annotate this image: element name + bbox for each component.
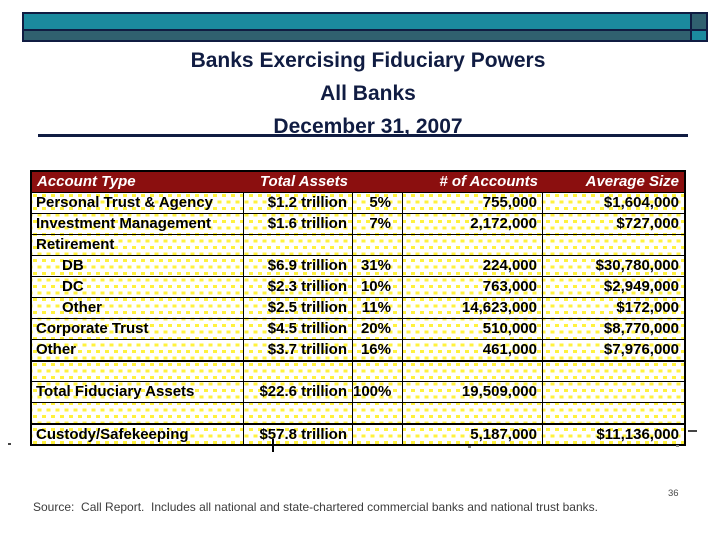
stray-dot-left [8, 443, 11, 445]
stray-dot-right [676, 445, 679, 447]
cell-account-type: DB [32, 256, 244, 276]
fiduciary-table: Account Type Total Assets # of Accounts … [30, 170, 686, 446]
table-row-personal-trust: Personal Trust & Agency $1.2 trillion 5%… [32, 192, 684, 213]
cell-num-accounts: 19,509,000 [403, 382, 543, 402]
cell-num-accounts: 2,172,000 [403, 214, 543, 234]
slide-title: Banks Exercising Fiduciary Powers All Ba… [16, 44, 720, 143]
cell-account-type [32, 403, 244, 423]
cell-num-accounts: 461,000 [403, 340, 543, 360]
cell-average-size [543, 235, 684, 255]
stray-tick-mark [272, 439, 274, 452]
table-row-investment-management: Investment Management $1.6 trillion 7% 2… [32, 213, 684, 234]
cell-percent: 100% [353, 382, 403, 402]
table-row-retirement-db: DB $6.9 trillion 31% 224,000 $30,780,000 [32, 255, 684, 276]
title-line-1: Banks Exercising Fiduciary Powers [190, 49, 546, 72]
stray-dash-mark [688, 430, 697, 432]
table-row-retirement: Retirement [32, 234, 684, 255]
slide-number: 36 [668, 488, 679, 499]
cell-percent: 31% [353, 256, 403, 276]
header-account-type: Account Type [37, 173, 136, 190]
banner-slate-square [692, 14, 706, 29]
banner-teal-square [692, 31, 706, 40]
cell-num-accounts: 224,000 [403, 256, 543, 276]
cell-num-accounts: 510,000 [403, 319, 543, 339]
title-underline [38, 134, 688, 137]
cell-average-size: $2,949,000 [603, 278, 679, 295]
cell-average-size [543, 382, 684, 402]
cell-num-accounts: 5,187,000 [403, 425, 543, 444]
cell-average-size: $8,770,000 [603, 320, 679, 337]
cell-total-assets: $6.9 trillion [244, 256, 353, 276]
cell-num-accounts: 14,623,000 [403, 298, 543, 318]
cell-average-size: $7,976,000 [603, 341, 679, 358]
source-note: Source: Call Report. Includes all nation… [33, 500, 598, 514]
cell-total-assets: $4.5 trillion [244, 319, 353, 339]
cell-percent: 5% [353, 193, 403, 213]
banner-slate-bar [24, 31, 690, 40]
cell-average-size: $11,136,000 [596, 426, 679, 443]
cell-account-type: Personal Trust & Agency [32, 193, 244, 213]
banner-teal-bar [24, 14, 690, 29]
cell-account-type: Other [32, 298, 244, 318]
header-num-accounts: # of Accounts [439, 173, 538, 190]
header-percent [353, 172, 403, 192]
cell-total-assets: $3.7 trillion [244, 340, 353, 360]
cell-account-type: Total Fiduciary Assets [32, 382, 244, 402]
cell-account-type [32, 362, 244, 381]
cell-account-type: Corporate Trust [32, 319, 244, 339]
cell-num-accounts: 763,000 [403, 277, 543, 297]
cell-percent [353, 403, 403, 423]
table-row-custody-safekeeping: Custody/Safekeeping $57.8 trillion 5,187… [32, 423, 684, 444]
cell-percent: 16% [353, 340, 403, 360]
cell-average-size: $1,604,000 [603, 194, 679, 211]
cell-percent: 7% [353, 214, 403, 234]
cell-total-assets: $1.6 trillion [244, 214, 353, 234]
cell-average-size: $172,000 [616, 299, 679, 316]
cell-total-assets: $2.3 trillion [244, 277, 353, 297]
table-row-retirement-other: Other $2.5 trillion 11% 14,623,000 $172,… [32, 297, 684, 318]
cell-total-assets [244, 362, 353, 381]
table-body: Personal Trust & Agency $1.2 trillion 5%… [32, 192, 684, 444]
title-line-2: All Banks [320, 82, 416, 105]
table-row-total-fiduciary-assets: Total Fiduciary Assets $22.6 trillion 10… [32, 381, 684, 402]
cell-total-assets: $22.6 trillion [244, 382, 353, 402]
table-row-other: Other $3.7 trillion 16% 461,000 $7,976,0… [32, 339, 684, 360]
cell-num-accounts: 755,000 [403, 193, 543, 213]
cell-percent: 10% [353, 277, 403, 297]
cell-account-type: Other [32, 340, 244, 360]
cell-percent [353, 235, 403, 255]
cell-average-size: $30,780,000 [595, 257, 679, 274]
cell-account-type: Investment Management [32, 214, 244, 234]
cell-total-assets: $57.8 trillion [244, 425, 353, 444]
cell-average-size [543, 362, 684, 381]
cell-account-type: Custody/Safekeeping [32, 425, 244, 444]
table-row-retirement-dc: DC $2.3 trillion 10% 763,000 $2,949,000 [32, 276, 684, 297]
cell-percent [353, 425, 403, 444]
table-row-spacer-2 [32, 402, 684, 423]
cell-account-type: DC [32, 277, 244, 297]
cell-num-accounts [403, 235, 543, 255]
title-line-3: December 31, 2007 [273, 115, 463, 138]
cell-num-accounts [403, 362, 543, 381]
cell-total-assets [244, 403, 353, 423]
cell-average-size [543, 403, 684, 423]
title-banner [22, 12, 708, 42]
cell-total-assets: $1.2 trillion [244, 193, 353, 213]
table-header-row: Account Type Total Assets # of Accounts … [32, 172, 684, 192]
cell-average-size: $727,000 [616, 215, 679, 232]
cell-percent: 11% [353, 298, 403, 318]
cell-percent: 20% [353, 319, 403, 339]
table-row-spacer-1 [32, 360, 684, 381]
header-average-size: Average Size [585, 173, 679, 190]
cell-total-assets: $2.5 trillion [244, 298, 353, 318]
cell-account-type: Retirement [32, 235, 244, 255]
cell-total-assets [244, 235, 353, 255]
cell-num-accounts [403, 403, 543, 423]
header-total-assets: Total Assets [259, 173, 348, 190]
cell-percent [353, 362, 403, 381]
table-row-corporate-trust: Corporate Trust $4.5 trillion 20% 510,00… [32, 318, 684, 339]
stray-dot-middle [468, 446, 471, 448]
